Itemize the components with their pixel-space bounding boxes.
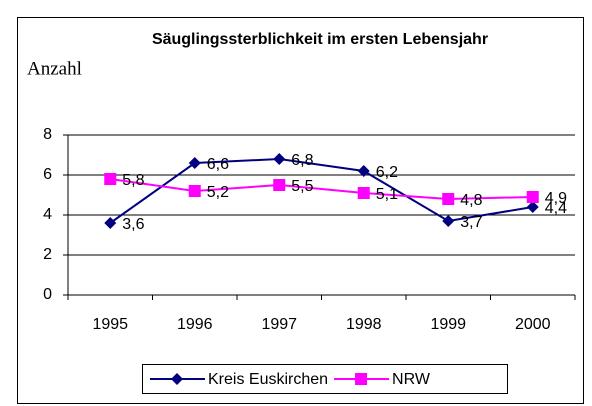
data-label: 4,9 [545,190,567,207]
data-label: 3,7 [460,214,482,231]
legend-label: Kreis Euskirchen [208,371,328,388]
data-label: 5,5 [291,178,313,195]
point-marker [273,179,286,191]
chart-border [17,17,584,404]
y-tick-label: 0 [43,286,52,303]
y-tick-label: 8 [43,126,52,143]
point-marker [104,173,117,185]
y-tick-label: 4 [43,206,52,223]
point-marker [442,193,455,205]
data-label: 4,8 [460,192,482,209]
series-line [109,157,533,224]
point-marker [188,185,201,197]
x-tick-label: 1998 [346,316,382,333]
point-marker [273,153,286,165]
data-label: 5,2 [207,184,229,201]
data-label: 4,4 [545,200,567,217]
point-marker [526,201,539,213]
point-marker [355,373,368,385]
x-tick-label: 1999 [430,316,466,333]
point-marker [171,373,183,385]
data-label: 6,2 [376,164,398,181]
data-label: 5,1 [376,186,398,203]
point-marker [357,187,370,199]
point-marker [357,165,370,177]
point-marker [188,157,201,169]
data-label: 3,6 [122,216,144,233]
legend-label: NRW [392,371,431,388]
x-tick-label: 1995 [92,316,128,333]
chart-title: Säuglingssterblichkeit im ersten Lebensj… [152,31,488,48]
x-tick-label: 1996 [177,316,213,333]
point-marker [104,217,117,229]
y-tick-label: 2 [43,246,52,263]
x-tick-label: 1997 [261,316,297,333]
data-label: 6,8 [291,152,313,169]
series-line [110,178,533,201]
point-marker [526,191,539,203]
data-label: 6,6 [207,156,229,173]
x-tick-label: 2000 [515,316,551,333]
point-marker [442,215,455,227]
y-axis-label: Anzahl [27,58,82,79]
y-tick-label: 6 [43,166,52,183]
data-label: 5,8 [122,172,144,189]
